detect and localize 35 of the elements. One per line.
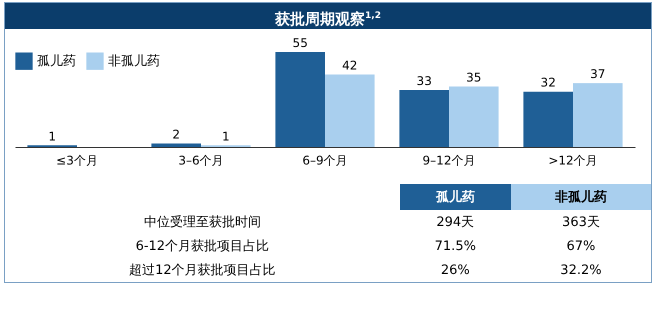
- data-label: 32: [540, 76, 556, 90]
- legend-label: 孤儿药: [37, 54, 76, 70]
- bar: [399, 90, 449, 147]
- bar: [275, 52, 325, 147]
- data-label: 55: [292, 36, 308, 50]
- chart-title: 获批周期观察$^{1,2}$: [5, 3, 651, 29]
- data-label: 33: [416, 74, 432, 88]
- text: 32.2%: [559, 262, 603, 280]
- text: 71.5%: [434, 238, 477, 256]
- text: 非孤儿药: [554, 190, 607, 205]
- text: 中位受理至获批时间: [142, 214, 262, 232]
- data-label: 37: [590, 67, 606, 82]
- data-label: 1: [222, 129, 230, 144]
- x-tick-label: ≤3个月: [56, 154, 98, 168]
- x-tick-label: 9–12个月: [422, 154, 476, 168]
- x-tick-label: 6–9个月: [302, 154, 348, 168]
- text: 363天: [561, 214, 601, 232]
- x-tick-label: 3–6个月: [178, 154, 224, 168]
- x-tick-label: >12个月: [548, 154, 598, 168]
- bar: [449, 86, 499, 147]
- data-label: 35: [466, 70, 482, 85]
- legend-label: 非孤儿药: [108, 54, 160, 70]
- text: 超过12个月获批项目占比: [128, 262, 277, 280]
- text: 6-12个月获批项目占比: [134, 238, 270, 256]
- bar: [523, 92, 573, 147]
- text: 26%: [440, 262, 471, 280]
- bar: [151, 144, 201, 147]
- text: 67%: [566, 238, 596, 256]
- bar: [325, 74, 375, 147]
- data-label: 2: [172, 128, 180, 142]
- data-label: 1: [48, 129, 56, 144]
- data-label: 42: [342, 58, 358, 72]
- text: 孤儿药: [436, 190, 475, 205]
- text: 294天: [435, 214, 476, 232]
- bar: [573, 83, 623, 147]
